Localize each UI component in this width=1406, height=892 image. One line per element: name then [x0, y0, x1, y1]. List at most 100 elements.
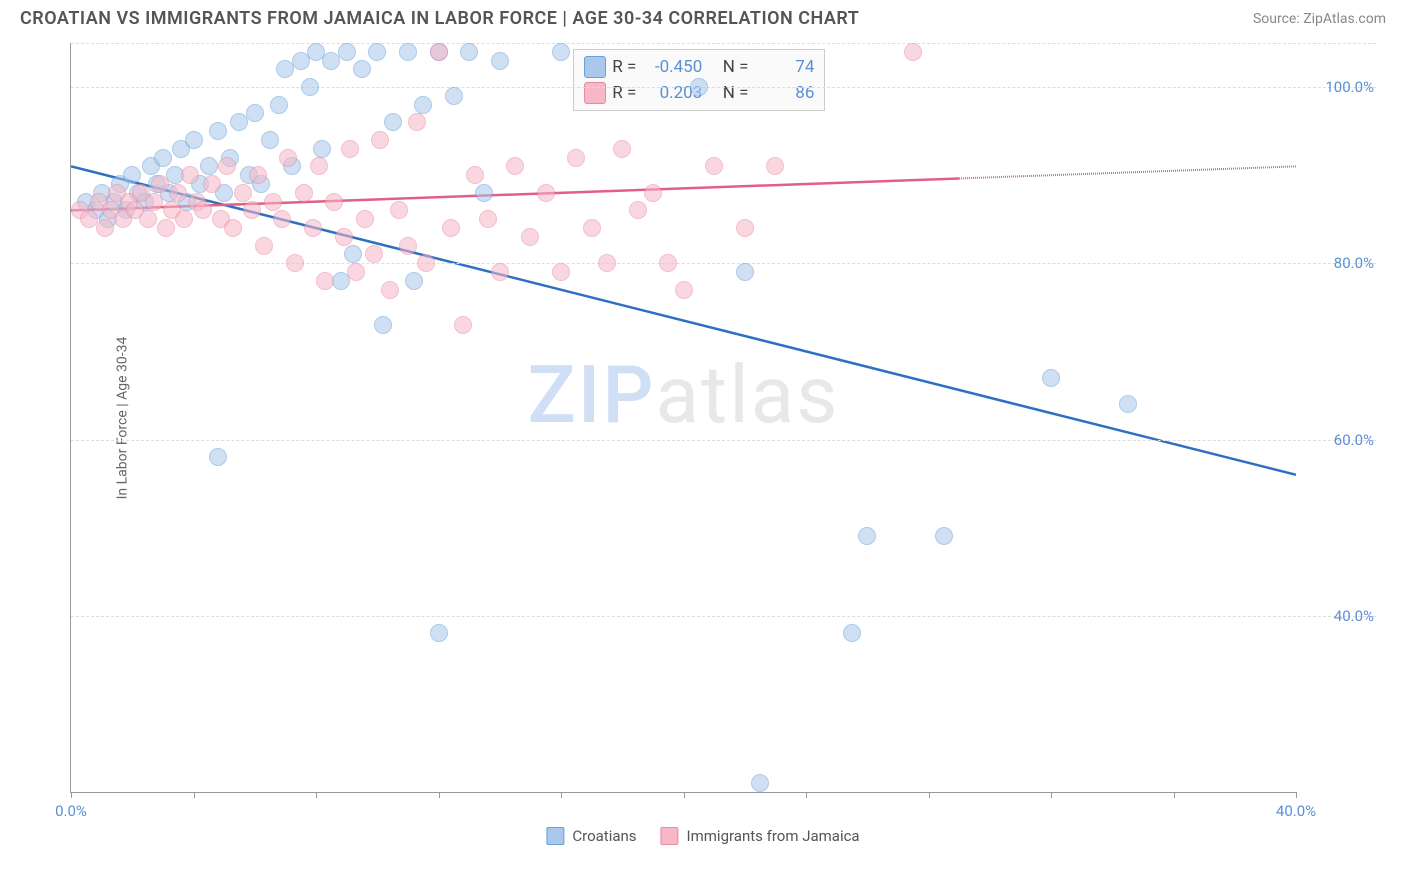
data-point-jamaica	[365, 245, 383, 263]
n-label: N =	[723, 83, 749, 103]
data-point-jamaica	[255, 237, 273, 255]
data-point-jamaica	[736, 219, 754, 237]
data-point-croatians	[384, 113, 402, 131]
data-point-jamaica	[644, 184, 662, 202]
data-point-croatians	[209, 448, 227, 466]
data-point-croatians	[399, 43, 417, 61]
data-point-jamaica	[356, 210, 374, 228]
data-point-croatians	[445, 87, 463, 105]
data-point-jamaica	[466, 166, 484, 184]
stats-row-croatians: R = -0.450 N = 74	[584, 54, 814, 80]
n-value-croatians: 74	[754, 57, 814, 77]
data-point-jamaica	[479, 210, 497, 228]
n-value-jamaica: 86	[754, 83, 814, 103]
data-point-jamaica	[279, 149, 297, 167]
data-point-jamaica	[218, 157, 236, 175]
x-tick	[806, 792, 807, 798]
data-point-croatians	[123, 166, 141, 184]
data-point-jamaica	[304, 219, 322, 237]
data-point-jamaica	[151, 175, 169, 193]
legend-label-jamaica: Immigrants from Jamaica	[687, 827, 860, 845]
data-point-jamaica	[454, 316, 472, 334]
gridline	[71, 87, 1376, 88]
data-point-jamaica	[145, 193, 163, 211]
y-axis-label: In Labor Force | Age 30-34	[114, 336, 130, 499]
data-point-jamaica	[675, 281, 693, 299]
data-point-croatians	[154, 149, 172, 167]
trend-lines-svg	[71, 43, 1296, 792]
x-tick-label: 0.0%	[55, 802, 87, 820]
chart-title: CROATIAN VS IMMIGRANTS FROM JAMAICA IN L…	[20, 8, 859, 29]
data-point-jamaica	[224, 219, 242, 237]
chart-container: ZIPatlas R = -0.450 N = 74 R = 0.203 N =…	[20, 33, 1386, 853]
data-point-croatians	[246, 104, 264, 122]
data-point-croatians	[1042, 369, 1060, 387]
y-tick-label: 100.0%	[1325, 78, 1374, 96]
data-point-jamaica	[521, 228, 539, 246]
data-point-jamaica	[567, 149, 585, 167]
data-point-croatians	[843, 624, 861, 642]
watermark: ZIPatlas	[528, 348, 840, 442]
data-point-jamaica	[234, 184, 252, 202]
data-point-jamaica	[157, 219, 175, 237]
y-tick-label: 40.0%	[1334, 607, 1374, 625]
watermark-part-b: atlas	[656, 348, 840, 442]
x-tick	[929, 792, 930, 798]
x-tick	[561, 792, 562, 798]
watermark-part-a: ZIP	[528, 348, 656, 442]
data-point-jamaica	[904, 43, 922, 61]
x-tick	[1051, 792, 1052, 798]
source-attribution: Source: ZipAtlas.com	[1253, 11, 1386, 27]
data-point-croatians	[690, 78, 708, 96]
data-point-jamaica	[341, 140, 359, 158]
data-point-jamaica	[629, 201, 647, 219]
data-point-croatians	[858, 527, 876, 545]
data-point-jamaica	[310, 157, 328, 175]
legend-item-croatians: Croatians	[546, 827, 636, 845]
data-point-jamaica	[203, 175, 221, 193]
data-point-jamaica	[506, 157, 524, 175]
data-point-jamaica	[96, 219, 114, 237]
data-point-croatians	[301, 78, 319, 96]
bottom-legend: Croatians Immigrants from Jamaica	[546, 827, 859, 845]
data-point-jamaica	[408, 113, 426, 131]
x-tick	[1296, 792, 1297, 798]
data-point-croatians	[353, 60, 371, 78]
data-point-jamaica	[430, 43, 448, 61]
x-tick	[439, 792, 440, 798]
data-point-croatians	[261, 131, 279, 149]
data-point-croatians	[460, 43, 478, 61]
x-tick	[194, 792, 195, 798]
r-label: R =	[612, 57, 636, 77]
data-point-jamaica	[390, 201, 408, 219]
data-point-jamaica	[598, 254, 616, 272]
data-point-croatians	[736, 263, 754, 281]
data-point-jamaica	[766, 157, 784, 175]
data-point-jamaica	[659, 254, 677, 272]
data-point-jamaica	[442, 219, 460, 237]
plot-area: ZIPatlas R = -0.450 N = 74 R = 0.203 N =…	[70, 43, 1296, 793]
data-point-jamaica	[335, 228, 353, 246]
legend-swatch-jamaica	[661, 827, 679, 845]
legend-swatch-croatians	[546, 827, 564, 845]
data-point-croatians	[751, 774, 769, 792]
x-tick	[316, 792, 317, 798]
legend-item-jamaica: Immigrants from Jamaica	[661, 827, 860, 845]
data-point-jamaica	[537, 184, 555, 202]
data-point-croatians	[368, 43, 386, 61]
x-tick	[684, 792, 685, 798]
data-point-jamaica	[705, 157, 723, 175]
data-point-jamaica	[273, 210, 291, 228]
data-point-croatians	[475, 184, 493, 202]
data-point-croatians	[338, 43, 356, 61]
gridline	[71, 263, 1376, 264]
r-label: R =	[612, 83, 636, 103]
data-point-jamaica	[264, 193, 282, 211]
data-point-croatians	[1119, 395, 1137, 413]
legend-label-croatians: Croatians	[572, 827, 636, 845]
data-point-jamaica	[243, 201, 261, 219]
stats-swatch-croatians	[584, 56, 606, 78]
data-point-jamaica	[491, 263, 509, 281]
data-point-croatians	[209, 122, 227, 140]
stats-swatch-jamaica	[584, 82, 606, 104]
